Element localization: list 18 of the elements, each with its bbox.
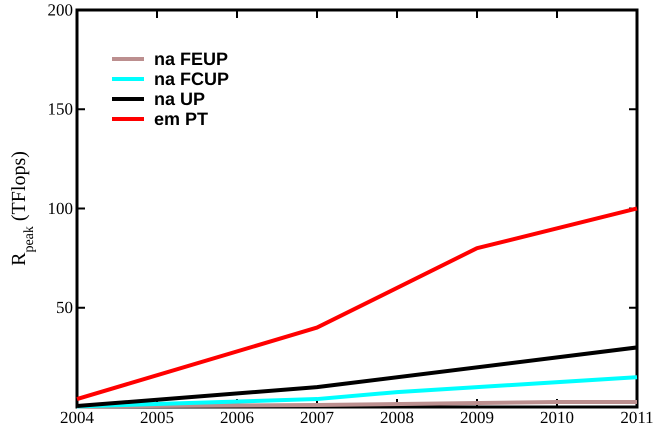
x-tick-label: 2010 <box>540 408 574 428</box>
x-tick-label: 2007 <box>300 408 334 428</box>
legend-label: na FCUP <box>154 69 230 89</box>
legend-label: na FEUP <box>154 49 228 69</box>
y-tick-label: 50 <box>56 298 73 318</box>
x-tick-label: 2009 <box>460 408 494 428</box>
x-tick-label: 2006 <box>220 408 254 428</box>
x-tick-label: 2005 <box>140 408 174 428</box>
legend-label: em PT <box>154 109 208 129</box>
line-series <box>75 206 639 402</box>
y-tick-label: 200 <box>48 0 73 20</box>
y-tick-label: 100 <box>48 198 73 218</box>
x-tick-label: 2011 <box>620 408 654 428</box>
x-tick-label: 2004 <box>60 408 94 428</box>
line-series <box>75 375 639 408</box>
legend-label: na UP <box>154 89 206 109</box>
x-tick-label: 2008 <box>380 408 414 428</box>
y-tick-label: 150 <box>48 100 73 119</box>
